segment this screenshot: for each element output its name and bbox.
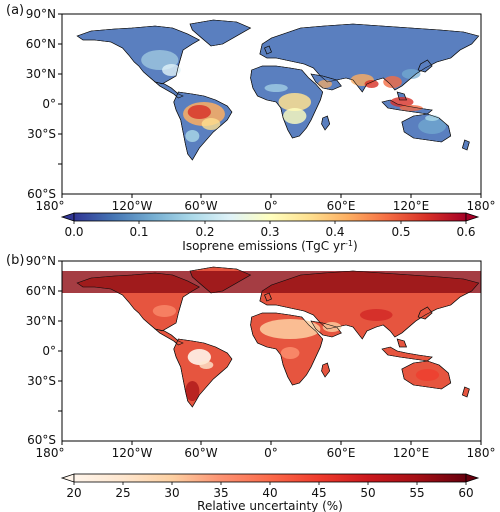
lat-tick-b-30s: 30°S: [27, 374, 56, 388]
colorbar-b-tick-6: 50: [360, 486, 375, 500]
uncertainty-patches-b: [62, 271, 481, 401]
colorbar-b-tick-2: 30: [164, 486, 179, 500]
lon-tick-b-60w: 60°W: [184, 446, 217, 460]
lon-tick-a-120e: 120°E: [393, 199, 430, 213]
lat-tick-a-90n: 90°N: [26, 7, 56, 21]
colorbar-a-tick-5: 0.5: [391, 225, 410, 239]
lat-tick-b-60s: 60°S: [27, 433, 56, 447]
lon-tick-b-60e: 60°E: [327, 446, 356, 460]
lon-tick-a-180w: 180°: [36, 199, 65, 213]
colorbar-b: 20 25 30 35 40 45 50 55 60 Relative unce…: [60, 473, 480, 512]
colorbar-a-tick-1: 0.1: [129, 225, 148, 239]
lon-tick-b-180w: 180°: [36, 446, 65, 460]
colorbar-a-tick-2: 0.2: [195, 225, 214, 239]
lon-tick-a-60e: 60°E: [327, 199, 356, 213]
colorbar-b-tick-1: 25: [115, 486, 130, 500]
lat-tick-a-60n: 60°N: [26, 37, 56, 51]
lat-ticks-a: [58, 13, 62, 165]
colorbar-a-bar: [73, 212, 467, 222]
colorbar-b-label: Relative uncertainty (%): [197, 499, 343, 512]
lon-tick-b-180e: 180°: [467, 446, 496, 460]
colorbar-a-tick-3: 0.3: [260, 225, 279, 239]
colorbar-b-bar: [73, 473, 467, 483]
colorbar-a-extend-high: [465, 212, 480, 222]
lat-tick-b-0: 0°: [42, 344, 56, 358]
lon-tick-b-120e: 120°E: [393, 446, 430, 460]
lon-tick-a-180e: 180°: [467, 199, 496, 213]
lat-tick-b-30n: 30°N: [26, 314, 56, 328]
lat-tick-labels-b: 90°N 60°N 30°N 0° 30°S 60°S: [26, 254, 56, 447]
lat-ticks-b: [58, 260, 62, 412]
panel-b-label: (b): [6, 253, 24, 268]
colorbar-b-extend-high: [465, 473, 480, 483]
lon-ticks-a: [61, 194, 482, 198]
lat-tick-b-90n: 90°N: [26, 254, 56, 268]
lon-tick-a-0: 0°: [264, 199, 278, 213]
lat-tick-a-30n: 30°N: [26, 67, 56, 81]
panel-a-label: (a): [6, 3, 24, 18]
colorbar-b-extend-low: [60, 473, 75, 483]
colorbar-a-tick-4: 0.4: [325, 225, 344, 239]
lon-ticks-b: [61, 441, 482, 445]
colorbar-a-extend-low: [60, 212, 75, 222]
lat-tick-a-0: 0°: [42, 97, 56, 111]
lat-tick-a-60s: 60°S: [27, 187, 56, 201]
lon-tick-labels-a: 180° 120°W 60°W 0° 60°E 120°E 180°: [36, 199, 496, 213]
lon-tick-a-60w: 60°W: [184, 199, 217, 213]
colorbar-a-tick-6: 0.6: [456, 225, 475, 239]
panel-b: (b): [6, 253, 495, 512]
lat-tick-labels-a: 90°N 60°N 30°N 0° 30°S 60°S: [26, 7, 56, 201]
colorbar-a-label: Isoprene emissions (TgC yr-1): [182, 239, 357, 253]
lon-tick-labels-b: 180° 120°W 60°W 0° 60°E 120°E 180°: [36, 446, 496, 460]
colorbar-b-tick-8: 60: [458, 486, 473, 500]
map-b: [62, 261, 481, 441]
panel-a: (a): [6, 3, 495, 253]
lat-tick-b-60n: 60°N: [26, 284, 56, 298]
lon-tick-a-120w: 120°W: [112, 199, 153, 213]
colorbar-b-tick-3: 35: [213, 486, 228, 500]
colorbar-a-tick-0: 0.0: [64, 225, 83, 239]
lat-tick-a-30s: 30°S: [27, 127, 56, 141]
colorbar-b-tick-5: 45: [311, 486, 326, 500]
emission-patches-a: [141, 50, 447, 142]
colorbar-b-tick-4: 40: [262, 486, 277, 500]
lon-tick-b-120w: 120°W: [112, 446, 153, 460]
colorbar-b-tick-7: 55: [409, 486, 424, 500]
lon-tick-b-0: 0°: [264, 446, 278, 460]
colorbar-b-tick-0: 20: [66, 486, 81, 500]
map-a: [62, 14, 481, 194]
colorbar-a: 0.0 0.1 0.2 0.3 0.4 0.5 0.6 Isoprene emi…: [60, 212, 480, 253]
